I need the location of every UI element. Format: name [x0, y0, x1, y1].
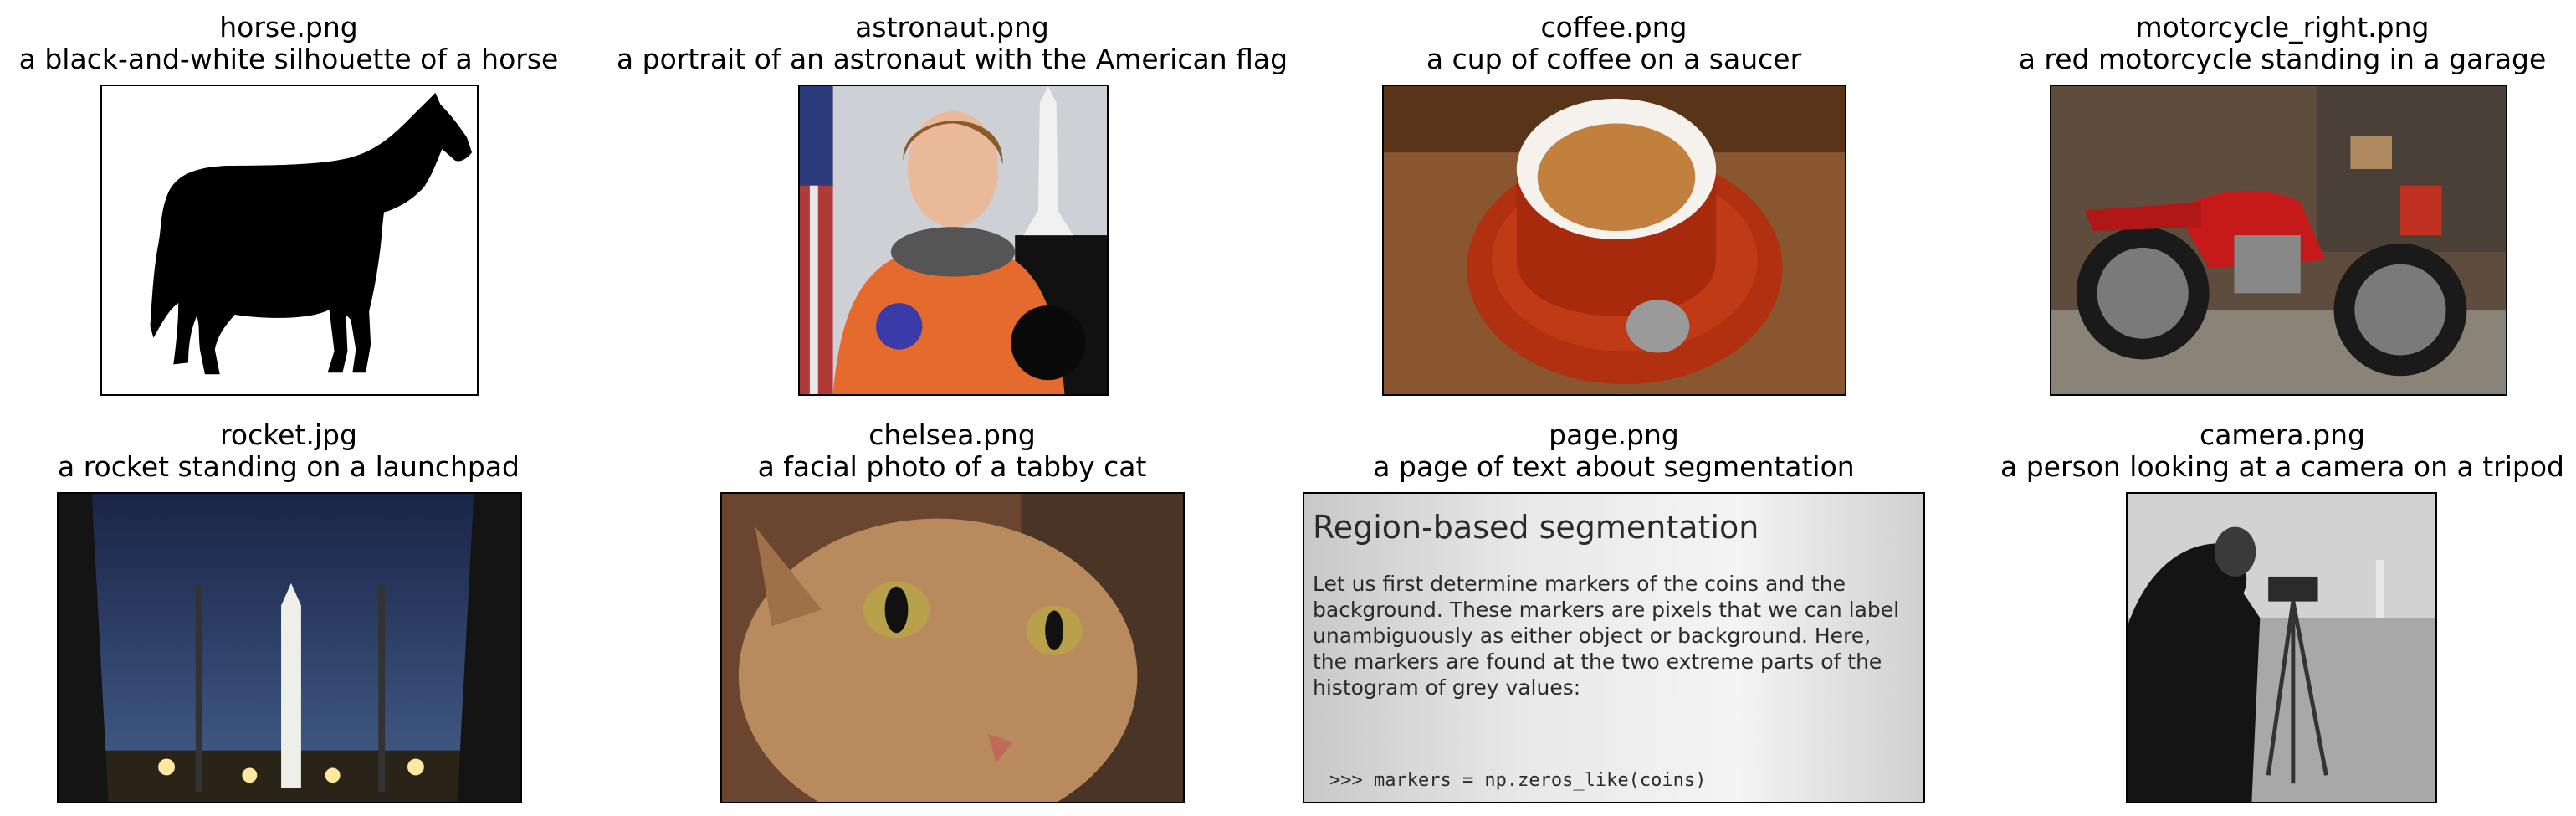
- caption-label: a black-and-white silhouette of a horse: [18, 43, 559, 75]
- page-line: background. These markers are pixels tha…: [1313, 598, 1900, 622]
- page-line: Let us first determine markers of the co…: [1313, 572, 1846, 596]
- rocket-photo: [59, 494, 520, 802]
- figure-title-horse: horse.png a black-and-white silhouette o…: [19, 12, 559, 75]
- chelsea-image: [720, 492, 1185, 803]
- page-image: Region-based segmentation Let us first d…: [1303, 492, 1925, 803]
- figure-title-chelsea: chelsea.png a facial photo of a tabby ca…: [758, 419, 1147, 483]
- figure-title-camera: camera.png a person looking at a camera …: [2000, 419, 2564, 483]
- page-body: Let us first determine markers of the co…: [1313, 571, 1923, 701]
- caption-label: a portrait of an astronaut with the Amer…: [616, 43, 1288, 75]
- filename-label: camera.png: [2200, 418, 2365, 451]
- horse-image: [100, 85, 479, 396]
- coffee-photo: [1384, 86, 1845, 394]
- filename-label: coffee.png: [1540, 11, 1687, 44]
- motorcycle-image: [2050, 85, 2507, 396]
- caption-label: a red motorcycle standing in a garage: [2018, 43, 2547, 75]
- cameraman-photo: [2128, 494, 2435, 802]
- figure-title-astronaut: astronaut.png a portrait of an astronaut…: [617, 12, 1288, 75]
- filename-label: chelsea.png: [868, 418, 1036, 451]
- astronaut-photo: [800, 86, 1107, 394]
- caption-label: a rocket standing on a launchpad: [58, 450, 520, 483]
- figure-title-coffee: coffee.png a cup of coffee on a saucer: [1426, 12, 1801, 75]
- astronaut-image: [798, 85, 1109, 396]
- page-code: >>> markers = np.zeros_like(coins): [1329, 770, 1707, 791]
- page-line: histogram of grey values:: [1313, 675, 1581, 700]
- figure-title-motorcycle: motorcycle_right.png a red motorcycle st…: [2019, 12, 2547, 75]
- caption-label: a cup of coffee on a saucer: [1426, 43, 1802, 75]
- horse-silhouette: [150, 92, 473, 375]
- filename-label: motorcycle_right.png: [2135, 11, 2430, 44]
- caption-label: a person looking at a camera on a tripod: [2000, 450, 2565, 483]
- camera-image: [2126, 492, 2437, 803]
- filename-label: rocket.jpg: [220, 418, 357, 451]
- filename-label: horse.png: [219, 11, 358, 44]
- figure-title-rocket: rocket.jpg a rocket standing on a launch…: [58, 419, 520, 483]
- page-heading: Region-based segmentation: [1313, 509, 1759, 546]
- rocket-image: [57, 492, 522, 803]
- coffee-image: [1382, 85, 1846, 396]
- page-line: the markers are found at the two extreme…: [1313, 649, 1882, 674]
- filename-label: astronaut.png: [855, 11, 1049, 44]
- caption-label: a facial photo of a tabby cat: [757, 450, 1147, 483]
- motorcycle-photo: [2051, 86, 2506, 394]
- figure-title-page: page.png a page of text about segmentati…: [1373, 419, 1854, 483]
- filename-label: page.png: [1549, 418, 1679, 451]
- caption-label: a page of text about segmentation: [1373, 450, 1855, 483]
- page-line: unambiguously as either object or backgr…: [1313, 624, 1872, 648]
- cat-photo: [722, 494, 1183, 802]
